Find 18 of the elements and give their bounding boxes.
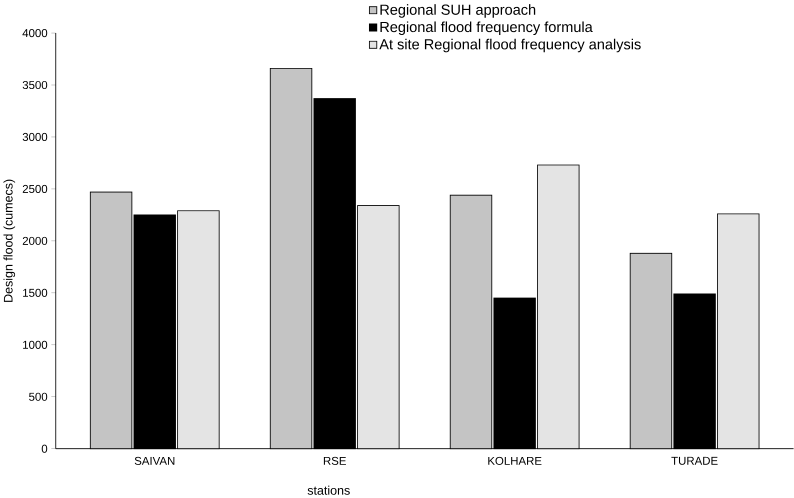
legend-label: At site Regional flood frequency analysis: [379, 38, 641, 52]
y-axis-title: Design flood (cumecs): [3, 180, 16, 302]
x-tick-label: SAIVAN: [134, 456, 174, 465]
y-tick-label: 4000: [22, 28, 48, 37]
legend-label: Regional SUH approach: [380, 4, 536, 18]
y-tick-label: 3000: [22, 132, 48, 141]
x-tick-label: KOLHARE: [488, 456, 542, 465]
x-tick-label: TURADE: [671, 456, 718, 465]
y-tick-label: 1000: [23, 340, 48, 349]
y-tick-label: 2000: [22, 236, 48, 245]
x-tick-label: RSE: [324, 456, 346, 465]
y-tick-label: 2500: [22, 184, 48, 193]
y-tick-label: 500: [29, 392, 48, 401]
y-tick-label: 1500: [23, 288, 48, 297]
y-tick-label: 0: [42, 444, 48, 453]
legend-label: Regional flood frequency formula: [380, 21, 593, 35]
y-tick-label: 3500: [22, 80, 48, 89]
x-axis-title: stations: [308, 486, 350, 495]
